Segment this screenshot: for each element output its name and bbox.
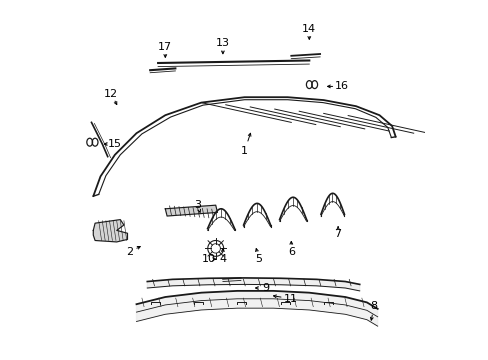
Text: 14: 14 [302, 24, 316, 34]
Polygon shape [93, 220, 127, 242]
Text: 3: 3 [194, 200, 201, 210]
Text: 11: 11 [284, 294, 298, 304]
Polygon shape [136, 291, 377, 326]
Text: 8: 8 [370, 301, 377, 311]
Text: 5: 5 [255, 254, 262, 264]
Text: 13: 13 [216, 38, 229, 48]
Text: 17: 17 [158, 42, 172, 52]
Text: 12: 12 [104, 89, 118, 99]
Polygon shape [147, 278, 359, 291]
Text: 2: 2 [125, 247, 133, 257]
Text: 15: 15 [108, 139, 122, 149]
Polygon shape [165, 205, 217, 216]
Text: 4: 4 [219, 254, 226, 264]
Text: 9: 9 [262, 283, 269, 293]
Text: 10: 10 [201, 254, 215, 264]
Text: 1: 1 [241, 146, 247, 156]
Text: 7: 7 [334, 229, 341, 239]
Text: 16: 16 [334, 81, 348, 91]
Text: 6: 6 [287, 247, 294, 257]
